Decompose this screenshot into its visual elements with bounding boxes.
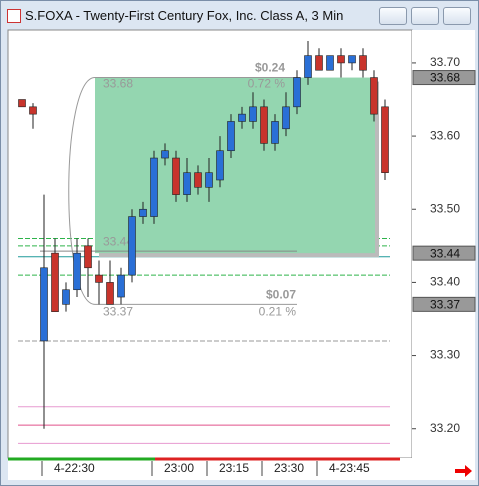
candle-body: [315, 55, 323, 71]
candle-body: [172, 157, 180, 195]
candle-body: [106, 282, 114, 305]
scroll-arrow[interactable]: [455, 465, 472, 477]
measure-change: $0.24: [255, 61, 285, 75]
window-title: S.FOXA - Twenty-First Century Fox, Inc. …: [25, 8, 344, 23]
candle-body: [293, 77, 301, 108]
maximize-button[interactable]: [411, 7, 439, 25]
candle-body: [326, 55, 334, 71]
candle-body: [348, 55, 356, 64]
candle-body: [304, 55, 312, 78]
y-tick-label: 33.60: [430, 128, 460, 142]
candle-body: [51, 252, 59, 312]
candle-body: [282, 106, 290, 130]
price-axis: [412, 30, 475, 458]
candle-body: [381, 106, 389, 173]
candle-body: [161, 150, 169, 159]
candle-body: [29, 106, 37, 115]
x-tick-label: 23:00: [164, 461, 194, 475]
candle-body: [139, 208, 147, 217]
candle-body: [117, 274, 125, 298]
price-marker-label: 33.44: [430, 246, 460, 260]
candle-body: [84, 245, 92, 269]
price-marker-label: 33.68: [430, 71, 460, 85]
measure-price: 33.68: [103, 77, 133, 91]
y-tick-label: 33.40: [430, 275, 460, 289]
price-marker: [412, 70, 476, 86]
app-icon: [7, 9, 21, 23]
candle-body: [183, 172, 191, 195]
close-button[interactable]: [443, 7, 471, 25]
measure-bracket: [68, 77, 300, 305]
x-tick-label: 23:15: [219, 461, 249, 475]
measure-box: [95, 77, 375, 254]
y-tick-label: 33.50: [430, 201, 460, 215]
x-tick-label: 23:30: [274, 461, 304, 475]
candle-body: [249, 106, 257, 122]
candle-body: [73, 252, 81, 291]
measure-change: $0.07: [266, 288, 296, 302]
measure-price: 33.37: [103, 305, 133, 319]
measure-price: 33.44: [103, 234, 133, 248]
candle-body: [40, 267, 48, 342]
candle-body: [18, 99, 26, 108]
measure-percent: 0.21 %: [259, 305, 297, 319]
measure-percent: 0.72 %: [248, 77, 286, 91]
minimize-button[interactable]: [379, 7, 407, 25]
candle-body: [194, 172, 202, 188]
candle-body: [128, 216, 136, 276]
candle-body: [95, 274, 103, 283]
x-tick-label: 4-22:30: [54, 461, 95, 475]
candle-body: [227, 121, 235, 152]
candle-body: [62, 289, 70, 305]
candle-body: [337, 55, 345, 64]
candle-body: [238, 113, 246, 122]
price-marker: [412, 245, 476, 261]
candle-body: [205, 172, 213, 188]
price-marker: [412, 296, 476, 312]
candle-body: [359, 55, 367, 71]
y-tick-label: 33.70: [430, 55, 460, 69]
y-tick-label: 33.20: [430, 421, 460, 435]
candle-body: [216, 150, 224, 181]
y-tick-label: 33.30: [430, 348, 460, 362]
candle-body: [370, 77, 378, 115]
candle-body: [271, 121, 279, 144]
time-axis: [8, 458, 475, 480]
x-tick-label: 4-23:45: [329, 461, 370, 475]
candle-body: [260, 106, 268, 144]
price-marker-label: 33.37: [430, 298, 460, 312]
title-bar: S.FOXA - Twenty-First Century Fox, Inc. …: [1, 1, 478, 29]
candle-body: [150, 157, 158, 217]
